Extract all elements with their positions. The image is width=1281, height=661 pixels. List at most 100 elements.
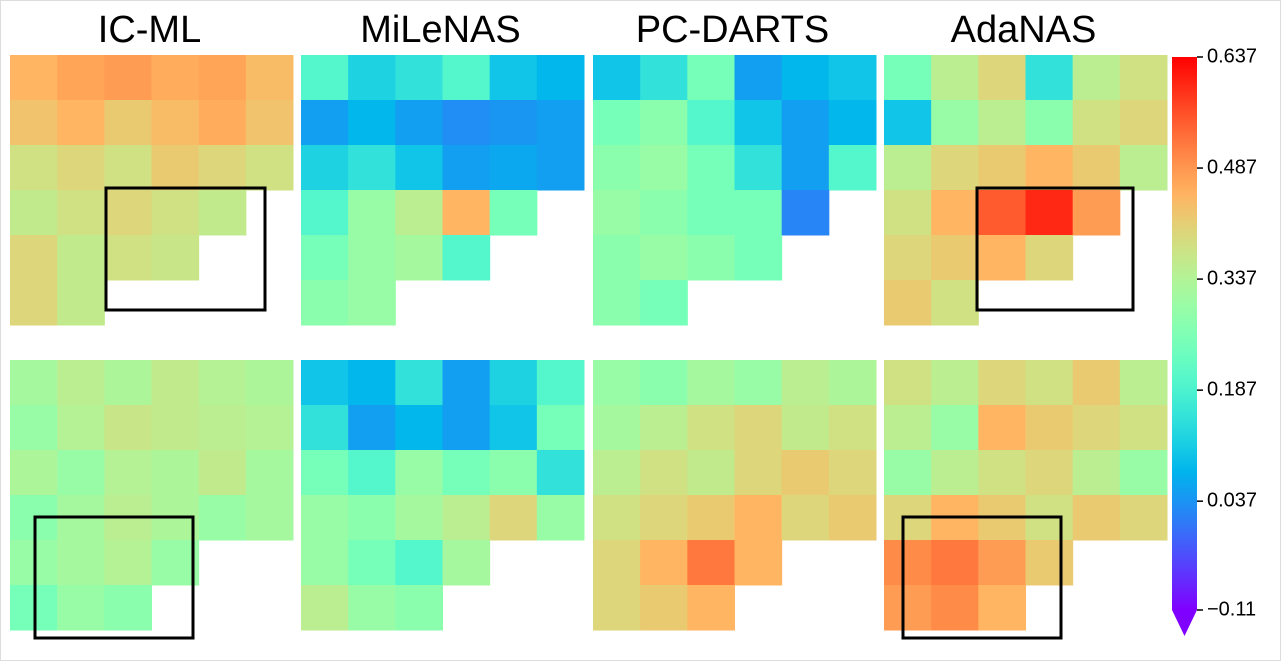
heatmap-cell [1072,405,1121,451]
heatmap-cell [395,585,443,631]
colorbar-tick-label: 0.337 [1207,267,1257,289]
heatmap-cell [1072,360,1121,406]
panel-title: AdaNAS [951,9,1097,51]
heatmap-cell [104,450,152,496]
heatmap-cell [301,100,349,146]
heatmap-cell [1025,190,1074,236]
heatmap-cell [931,235,979,281]
heatmap-cell [687,145,735,191]
heatmap-cell [734,540,783,586]
heatmap-cell [57,235,105,281]
heatmap-cell [1072,190,1121,236]
heatmap-cell [1025,540,1074,586]
heatmap-cell [536,495,585,541]
heatmap-cell [687,235,735,281]
heatmap-cell [10,100,58,146]
heatmap-cell [442,235,491,281]
heatmap-cell [395,100,443,146]
heatmap-cell [442,450,491,496]
heatmap-cell [151,405,200,451]
heatmap-cell [734,495,783,541]
heatmap-cell [489,145,538,191]
heatmap-cell [151,55,200,101]
heatmap-cell [640,540,688,586]
panel-title: IC-ML [98,9,201,51]
heatmap-cell [781,55,830,101]
heatmap-cell [198,190,247,236]
heatmap-cell [442,145,491,191]
heatmap-cell [104,100,152,146]
heatmap-cell [301,235,349,281]
heatmap-cell [536,405,585,451]
heatmap-cell [593,450,641,496]
colorbar-tick-label: −0.11 [1207,598,1256,620]
heatmap-cell [348,360,396,406]
colorbar-tick-label: 0.637 [1207,45,1257,67]
heatmap-cell [348,145,396,191]
heatmap-cell [536,55,585,101]
heatmap-cell [978,585,1026,631]
heatmap-cell [687,100,735,146]
heatmap-cell [1025,145,1074,191]
heatmap-cell [1119,55,1168,101]
heatmap-cell [640,235,688,281]
heatmap-cell [734,55,783,101]
highlight-box [901,515,1063,640]
heatmap-cell [198,405,247,451]
heatmap-cell [348,450,396,496]
heatmap-cell [245,450,294,496]
heatmap-cell [348,585,396,631]
heatmap-cell [151,100,200,146]
heatmap-cell [395,360,443,406]
heatmap-cell [1119,405,1168,451]
heatmap-cell [301,495,349,541]
heatmap-cell [1072,100,1121,146]
heatmap-cell [593,190,641,236]
heatmap-cell [395,405,443,451]
heatmap-cell [931,190,979,236]
heatmap-cell [395,450,443,496]
heatmap-cell [593,100,641,146]
highlight-box [975,186,1135,312]
heatmap-cell [489,450,538,496]
heatmap-cell [978,540,1026,586]
heatmap-cell [884,280,932,326]
heatmap-cell [151,360,200,406]
heatmap-cell [104,235,152,281]
heatmap-cell [489,495,538,541]
heatmap-cell [828,450,877,496]
heatmap-cell [1119,100,1168,146]
heatmap-cell [442,405,491,451]
heatmap-cell [931,360,979,406]
heatmap-cell [687,540,735,586]
heatmap-cell [687,360,735,406]
heatmap-cell [104,190,152,236]
heatmap-cell [301,540,349,586]
heatmap-cell [104,585,152,631]
heatmap-cell [1072,145,1121,191]
heatmap-cell [687,55,735,101]
heatmap-cell [593,55,641,101]
panel-title: MiLeNAS [360,9,521,51]
heatmap-cell [1025,450,1074,496]
heatmap-cell [781,190,830,236]
heatmap-cell [781,495,830,541]
highlight-box [33,515,195,640]
heatmap-cell [734,145,783,191]
heatmap-cell [301,280,349,326]
heatmap-cell [442,55,491,101]
heatmap-cell [395,235,443,281]
heatmap-cell [57,405,105,451]
heatmap-cell [1025,55,1074,101]
heatmap-cell [884,145,932,191]
heatmap-cell [593,280,641,326]
heatmap-cell [245,360,294,406]
heatmap-cell [151,235,200,281]
heatmap-cell [884,190,932,236]
heatmap-cell [1025,405,1074,451]
heatmap-cell [828,495,877,541]
heatmap-cell [687,585,735,631]
heatmap-cell [245,145,294,191]
